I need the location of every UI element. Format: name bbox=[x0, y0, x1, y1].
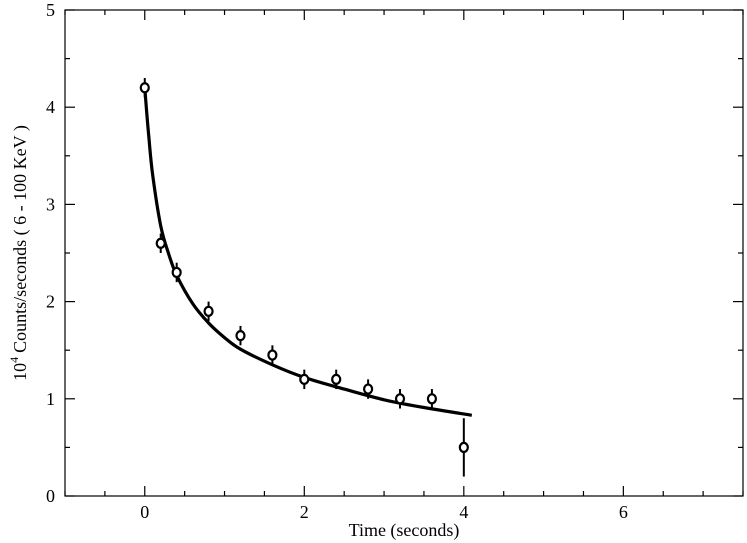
point-marker bbox=[171, 266, 182, 279]
x-tick-label: 2 bbox=[300, 502, 309, 522]
data-point bbox=[394, 389, 406, 409]
y-tick-label: 0 bbox=[46, 486, 55, 506]
point-marker bbox=[458, 441, 469, 453]
data-point bbox=[331, 369, 342, 390]
point-marker bbox=[203, 305, 214, 317]
point-marker bbox=[299, 373, 310, 385]
x-tick-label: 6 bbox=[619, 502, 628, 522]
x-axis-label: Time (seconds) bbox=[349, 520, 460, 541]
y-axis-label-text: Counts/seconds ( 6 - 100 KeV ) bbox=[10, 125, 31, 353]
point-marker bbox=[394, 393, 406, 405]
data-point bbox=[155, 233, 166, 253]
point-marker bbox=[426, 393, 438, 405]
fit-curve bbox=[143, 87, 473, 417]
data-point bbox=[267, 345, 278, 365]
data-point bbox=[203, 301, 214, 322]
data-point bbox=[139, 78, 150, 98]
data-points bbox=[139, 78, 469, 477]
data-point bbox=[171, 262, 182, 283]
y-axis-label-prefix: 10 bbox=[10, 363, 30, 381]
y-tick-label: 2 bbox=[46, 292, 55, 312]
tick-labels: 0 2 4 6 0 1 2 3 4 5 bbox=[46, 0, 628, 522]
y-tick-label: 5 bbox=[46, 0, 55, 20]
data-point bbox=[235, 325, 246, 346]
point-marker bbox=[235, 330, 246, 342]
data-point bbox=[426, 389, 438, 409]
point-marker bbox=[331, 373, 342, 385]
data-point bbox=[299, 369, 310, 390]
y-tick-label: 4 bbox=[46, 97, 55, 117]
y-tick-label: 1 bbox=[46, 389, 55, 409]
point-marker bbox=[267, 349, 278, 361]
point-marker bbox=[155, 237, 166, 249]
data-point bbox=[363, 379, 374, 399]
point-marker bbox=[363, 383, 374, 395]
y-axis-label: 104 Counts/seconds ( 6 - 100 KeV ) bbox=[7, 125, 31, 381]
x-tick-label: 0 bbox=[140, 502, 149, 522]
y-tick-label: 3 bbox=[46, 194, 55, 214]
point-marker bbox=[139, 82, 150, 94]
data-point bbox=[458, 418, 469, 477]
y-axis-label-exponent: 4 bbox=[7, 357, 21, 363]
axis-ticks bbox=[64, 9, 744, 497]
x-tick-label: 4 bbox=[459, 502, 468, 522]
